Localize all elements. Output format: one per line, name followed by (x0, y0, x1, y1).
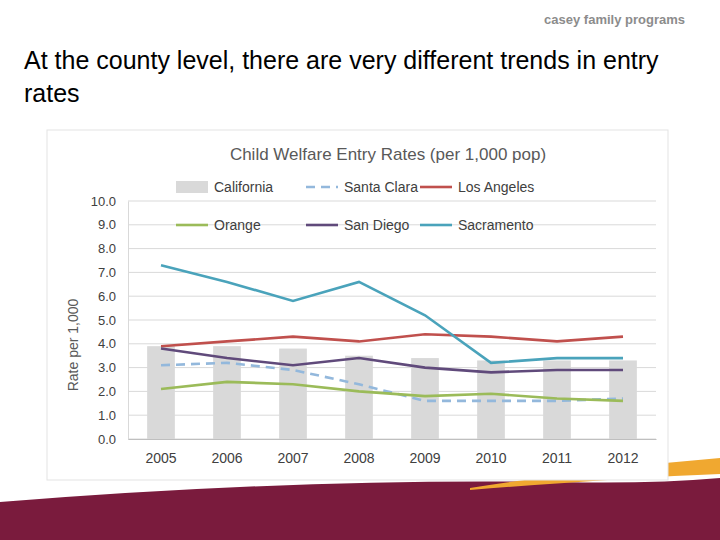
line-series (161, 382, 623, 401)
grid-line (128, 272, 656, 273)
y-tick: 2.0 (98, 384, 128, 399)
legend-swatch (176, 181, 208, 193)
plot-marks (147, 265, 637, 439)
footer-band (0, 478, 720, 540)
y-tick-label: 9.0 (98, 217, 116, 232)
legend-item: California (176, 179, 273, 195)
y-axis-line (128, 202, 129, 440)
x-axis: 2005 2006 2007 2008 2009 2010 2011 2012 (129, 439, 657, 466)
legend-label: Orange (214, 217, 261, 233)
grid-line (128, 415, 656, 416)
y-tick: 10.0 (91, 194, 128, 209)
legend-item: Los Angeles (420, 179, 534, 195)
x-tick-label: 2012 (607, 450, 638, 466)
y-tick: 0.0 (98, 432, 128, 447)
bar (345, 356, 373, 439)
x-tick-label: 2011 (542, 450, 572, 466)
legend-item: Orange (176, 217, 261, 233)
x-tick-label: 2005 (145, 450, 176, 466)
grid-line (128, 320, 656, 321)
bar (147, 346, 175, 439)
y-tick: 9.0 (98, 217, 128, 232)
y-axis-title: Rate per 1,000 (65, 298, 81, 391)
y-tick-label: 0.0 (98, 432, 116, 447)
x-tick: 2006 (211, 439, 242, 466)
grid-line (128, 439, 656, 440)
slide-heading: At the county level, there are very diff… (24, 44, 704, 110)
x-tick-label: 2010 (475, 450, 506, 466)
x-tick-label: 2006 (211, 450, 242, 466)
legend-item: Sacramento (420, 217, 534, 233)
x-tick-label: 2007 (277, 450, 308, 466)
y-tick: 3.0 (98, 360, 128, 375)
legend-swatch (420, 186, 452, 189)
y-tick-label: 5.0 (98, 313, 116, 328)
slide: casey family programs Child Welfare Entry… (0, 0, 720, 540)
x-tick: 2011 (542, 439, 572, 466)
legend-item: San Diego (306, 217, 410, 233)
x-tick-label: 2008 (343, 450, 374, 466)
y-tick-label: 1.0 (98, 408, 116, 423)
legend: California Santa Clara Los Angeles Orange Sa… (176, 179, 534, 233)
legend-swatch (420, 224, 452, 227)
grid-line (128, 201, 656, 202)
grid-line (128, 367, 656, 368)
x-tick: 2010 (475, 439, 506, 466)
x-tick: 2009 (409, 439, 440, 466)
x-tick: 2005 (145, 439, 176, 466)
grid-line (128, 296, 656, 297)
line-series (161, 334, 623, 346)
y-tick: 8.0 (98, 241, 128, 256)
x-tick: 2008 (343, 439, 374, 466)
legend-label: California (214, 179, 273, 195)
y-tick: 1.0 (98, 408, 128, 423)
y-tick: 4.0 (98, 336, 128, 351)
legend-label: Los Angeles (458, 179, 534, 195)
y-tick-label: 7.0 (98, 265, 116, 280)
y-axis: 0.0 1.0 2.0 3.0 4.0 5.0 6.0 7.0 8.0 9.0 10.0 (91, 194, 129, 447)
legend-label: San Diego (344, 217, 410, 233)
grid (128, 201, 656, 439)
y-tick-label: 10.0 (91, 194, 116, 209)
line-series (161, 349, 623, 373)
legend-label: Sacramento (458, 217, 534, 233)
y-tick-label: 8.0 (98, 241, 116, 256)
chart-frame (47, 130, 668, 480)
x-axis-line (129, 439, 657, 440)
x-tick-label: 2009 (409, 450, 440, 466)
legend-label: Santa Clara (344, 179, 418, 195)
legend-swatch (306, 186, 338, 189)
y-tick-label: 4.0 (98, 336, 116, 351)
x-tick: 2007 (277, 439, 308, 466)
line-series (161, 265, 623, 363)
legend-swatch (306, 224, 338, 227)
legend-item: Santa Clara (306, 179, 418, 195)
y-tick: 7.0 (98, 265, 128, 280)
y-tick: 6.0 (98, 289, 128, 304)
y-tick-label: 6.0 (98, 289, 116, 304)
y-tick-label: 3.0 (98, 360, 116, 375)
y-tick-label: 2.0 (98, 384, 116, 399)
chart-title: Child Welfare Entry Rates (per 1,000 pop… (230, 145, 546, 164)
y-tick: 5.0 (98, 313, 128, 328)
brand: casey family programs (544, 12, 685, 27)
x-tick: 2012 (607, 439, 638, 466)
bar (279, 349, 307, 439)
line-series (161, 363, 623, 401)
bar-series (147, 346, 637, 439)
grid-line (128, 248, 656, 249)
legend-swatch (176, 224, 208, 227)
